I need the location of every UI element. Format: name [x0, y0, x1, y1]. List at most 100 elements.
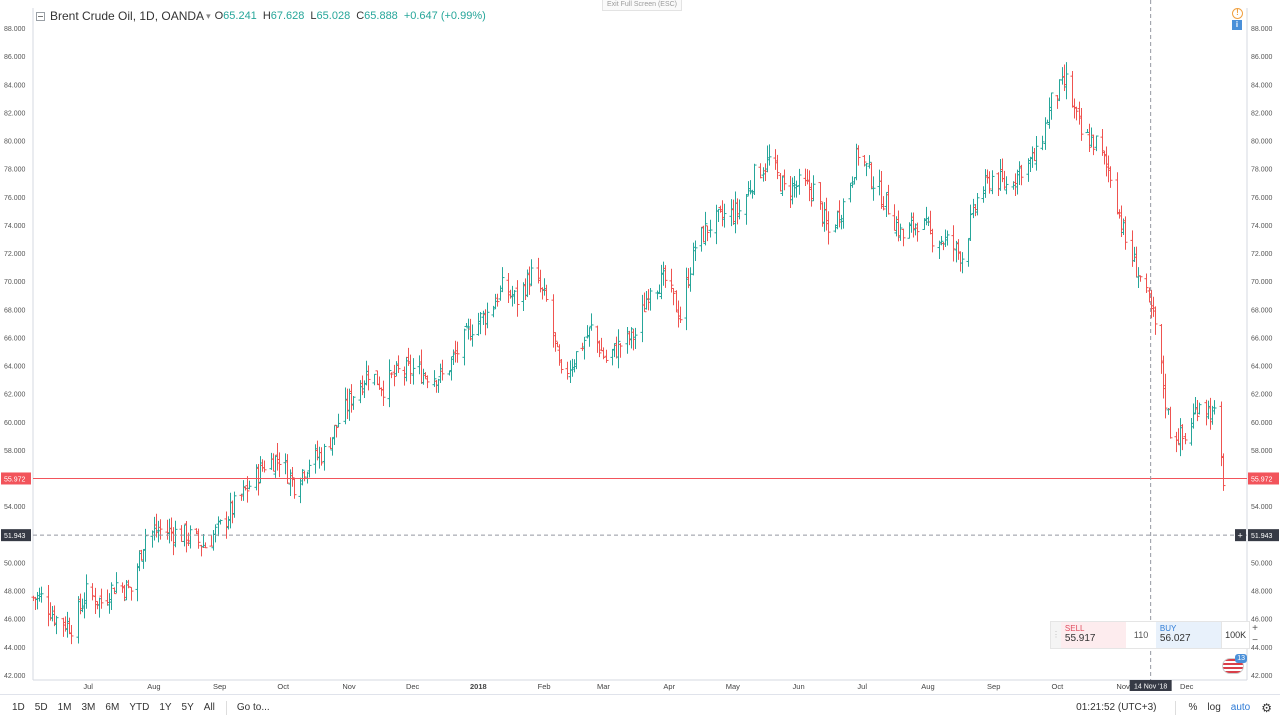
range-3m-button[interactable]: 3M — [81, 702, 96, 713]
ohlc-bar — [292, 477, 297, 499]
ohlc-bar — [856, 145, 861, 166]
ohlc-bar — [1043, 117, 1048, 150]
price-tick-left: 50.000 — [4, 560, 26, 567]
ohlc-bar — [455, 341, 460, 363]
price-tick-left: 84.000 — [4, 82, 26, 89]
ohlc-bar — [1019, 164, 1024, 186]
plus-icon[interactable]: + — [1252, 623, 1258, 634]
ohlc-bar — [610, 348, 615, 366]
ohlc-bar — [135, 563, 140, 602]
minus-icon[interactable]: − — [1252, 635, 1258, 646]
price-tick-right: 44.000 — [1251, 645, 1273, 652]
log-scale-toggle[interactable]: log — [1207, 702, 1221, 713]
exit-fullscreen-tip[interactable]: Exit Full Screen (ESC) — [602, 0, 682, 11]
ohlc-bar — [807, 170, 812, 202]
info-icon[interactable]: i — [1232, 20, 1242, 30]
chevron-down-icon[interactable]: ▾ — [206, 10, 211, 21]
time-tick: Aug — [147, 682, 160, 691]
ohlc-bar — [720, 200, 725, 227]
range-1y-button[interactable]: 1Y — [159, 702, 172, 713]
ohlc-bar — [1208, 397, 1213, 430]
time-tick: Oct — [1052, 682, 1065, 691]
ohlc-bar — [729, 199, 734, 227]
ohlc-bar — [941, 241, 946, 251]
sell-button[interactable]: SELL 55.917 — [1060, 622, 1127, 648]
ohlc-bar — [782, 169, 787, 191]
range-1m-button[interactable]: 1M — [57, 702, 72, 713]
ohlc-bar — [434, 379, 439, 393]
range-5d-button[interactable]: 5D — [34, 702, 48, 713]
ohlc-bar — [500, 267, 505, 293]
ohlc-bar — [33, 596, 38, 611]
ohlc-bar — [1153, 306, 1158, 335]
ohlc-bar — [758, 163, 763, 179]
chart-area[interactable]: 88.000 88.000 86.000 86.000 84.000 84.000 82.0… — [0, 0, 1280, 694]
ohlc-bar — [464, 322, 469, 328]
range-6m-button[interactable]: 6M — [105, 702, 120, 713]
collapse-legend-icon[interactable] — [36, 11, 45, 21]
price-chart[interactable]: 88.000 88.000 86.000 86.000 84.000 84.000 82.0… — [0, 0, 1280, 694]
ohlc-bar — [277, 452, 282, 478]
ohlc-bar — [1102, 151, 1107, 165]
ohlc-bar — [850, 176, 855, 188]
ohlc-bar — [1204, 399, 1209, 426]
buy-button[interactable]: BUY 56.027 — [1155, 622, 1222, 648]
us-flag-icon[interactable]: 13 — [1222, 654, 1247, 674]
percent-scale-toggle[interactable]: % — [1188, 702, 1198, 713]
ohlc-bar — [922, 218, 927, 230]
ohlc-bar — [1074, 106, 1079, 121]
ohlc-bar — [336, 413, 341, 428]
ohlc-bar — [99, 588, 104, 609]
ohlc-bar — [848, 183, 853, 203]
ohlc-bar — [945, 230, 950, 246]
buy-price: 56.027 — [1159, 633, 1191, 644]
ohlc-bar — [313, 444, 318, 474]
ohlc-bar — [699, 226, 704, 252]
ohlc-bar — [1123, 216, 1128, 250]
ohlc-bar — [65, 611, 70, 638]
clock[interactable]: 01:21:52 (UTC+3) — [1076, 702, 1157, 713]
range-5y-button[interactable]: 5Y — [181, 702, 194, 713]
price-tick-right: 74.000 — [1251, 223, 1273, 230]
quantity-value[interactable]: 100K — [1221, 622, 1249, 648]
ohlc-bar — [761, 167, 766, 182]
ohlc-bar — [1174, 431, 1179, 453]
ohlc-bar — [351, 396, 356, 410]
gear-icon[interactable]: ⚙ — [1261, 700, 1272, 715]
price-tick-left: 64.000 — [4, 364, 26, 371]
range-1d-button[interactable]: 1D — [12, 702, 25, 713]
range-all-button[interactable]: All — [203, 702, 215, 713]
ohlc-bar — [669, 268, 674, 293]
alert-icon[interactable]: ! — [1232, 8, 1243, 19]
ohlc-bar — [1149, 289, 1154, 319]
ohlc-bar — [818, 182, 823, 210]
ohlc-bar — [425, 375, 430, 389]
ohlc-bar — [169, 517, 174, 542]
ohlc-bar — [631, 328, 636, 351]
ohlc-bar — [996, 172, 1001, 197]
ohlc-bar — [627, 330, 632, 346]
ohlc-bar — [165, 519, 170, 540]
ohlc-bar — [1176, 428, 1181, 446]
symbol-name[interactable]: Brent Crude Oil, 1D, OANDA — [50, 9, 205, 23]
open-value: 65.241 — [223, 10, 257, 22]
ohlc-bar — [377, 376, 382, 390]
range-ytd-button[interactable]: YTD — [129, 702, 150, 713]
last-price-label-right — [1248, 472, 1279, 485]
price-tick-left: 66.000 — [4, 335, 26, 342]
ohlc-bar — [447, 370, 452, 376]
auto-scale-toggle[interactable]: auto — [1230, 702, 1251, 713]
ohlc-bar — [780, 175, 785, 197]
ohlc-bar — [468, 318, 473, 341]
ohlc-bar — [678, 306, 683, 324]
drag-handle-icon[interactable]: ⋮ — [1051, 622, 1061, 648]
time-tick: Jun — [793, 682, 805, 691]
close-label: C — [356, 10, 365, 22]
ohlc-bar — [553, 332, 558, 352]
ohlc-bar — [343, 387, 348, 425]
ohlc-bar — [691, 242, 696, 276]
price-tick-right: 86.000 — [1251, 54, 1273, 61]
ohlc-bar — [1134, 246, 1139, 278]
goto-button[interactable]: Go to... — [236, 702, 270, 713]
ohlc-bar — [659, 264, 664, 300]
